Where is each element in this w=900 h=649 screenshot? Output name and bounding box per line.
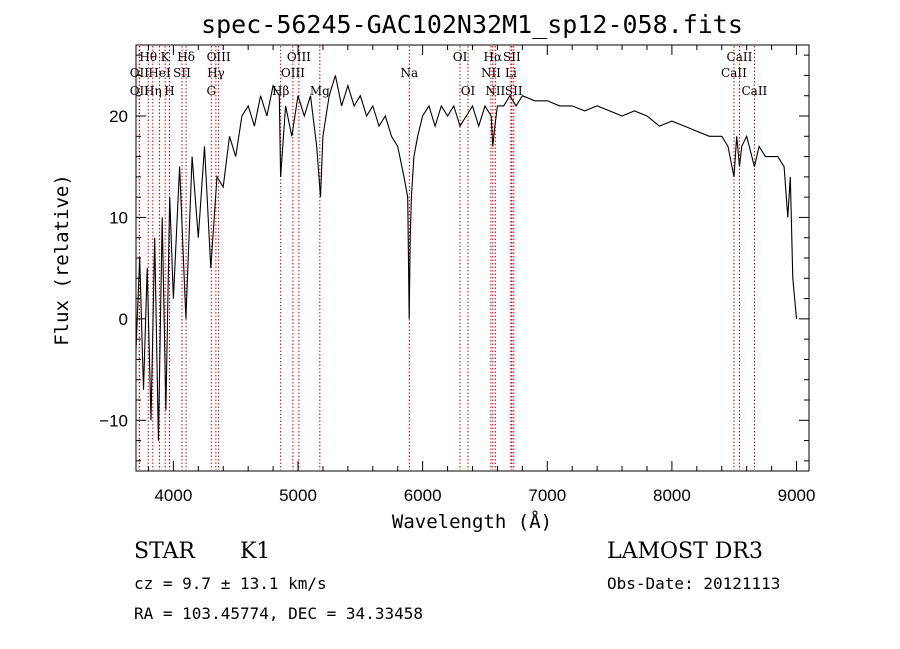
line-marker-label: H xyxy=(164,84,174,98)
x-tick-label: 7000 xyxy=(528,486,566,505)
line-marker-label: HeI xyxy=(148,66,171,80)
line-marker-label: OI xyxy=(461,84,476,98)
y-tick-label: −10 xyxy=(99,411,128,430)
plot-frame xyxy=(135,44,810,472)
x-tick-label: 4000 xyxy=(154,486,192,505)
line-marker-label: Hδ xyxy=(177,50,195,64)
line-marker-label: Na xyxy=(400,66,418,80)
line-marker-label: SII xyxy=(173,66,191,80)
line-marker-label: Hβ xyxy=(272,84,289,98)
line-marker-label: NII xyxy=(481,66,501,80)
line-marker-label: OI xyxy=(453,50,468,64)
x-axis-label: Wavelength (Å) xyxy=(392,510,552,533)
line-marker-label: CaII xyxy=(721,66,747,80)
line-marker-label: Mg xyxy=(310,84,330,98)
x-tick-label: 8000 xyxy=(653,486,691,505)
line-marker-label: Hθ xyxy=(139,50,157,64)
x-axis-ticks: 4000 5000 6000 7000 8000 9000 xyxy=(147,45,816,505)
spectrum-line xyxy=(135,75,798,441)
line-marker-label: Hη xyxy=(144,84,162,98)
line-marker-label: OII xyxy=(130,66,150,80)
line-marker-label: Hα xyxy=(484,50,503,64)
line-marker-label: OII xyxy=(130,84,150,98)
x-tick-label: 6000 xyxy=(404,486,442,505)
line-marker-label: SII xyxy=(505,84,523,98)
line-marker-label: OIII xyxy=(287,50,311,64)
line-marker-label: K xyxy=(161,50,171,64)
y-tick-label: 10 xyxy=(109,208,128,227)
line-marker-label: CaII xyxy=(727,50,753,64)
line-marker-label: Hγ xyxy=(207,66,225,80)
coordinates: RA = 103.45774, DEC = 34.33458 xyxy=(134,604,423,623)
y-axis-label: Flux (relative) xyxy=(51,174,73,346)
obs-date: Obs-Date: 20121113 xyxy=(607,574,780,593)
y-axis-ticks: −10 0 10 20 xyxy=(99,54,809,462)
survey-name: LAMOST DR3 xyxy=(607,539,763,564)
line-marker-label: G xyxy=(206,84,216,98)
line-marker-label: CaII xyxy=(741,84,767,98)
x-tick-label: 5000 xyxy=(279,486,317,505)
x-tick-label: 9000 xyxy=(778,486,816,505)
line-marker-label: OIII xyxy=(207,50,231,64)
y-tick-label: 0 xyxy=(119,310,128,329)
redshift-readout: cz = 9.7 ± 13.1 km/s xyxy=(134,574,327,593)
object-class: STAR xyxy=(134,539,196,564)
chart-title: spec-56245-GAC102N32M1_sp12-058.fits xyxy=(201,10,743,39)
line-marker-label: SII xyxy=(503,50,521,64)
spectral-line-markers xyxy=(138,46,755,470)
line-marker-label: NII xyxy=(485,84,505,98)
line-marker-label: Li xyxy=(505,66,517,80)
y-tick-label: 20 xyxy=(109,107,128,126)
object-subclass: K1 xyxy=(240,539,270,564)
line-marker-label: OIII xyxy=(281,66,305,80)
